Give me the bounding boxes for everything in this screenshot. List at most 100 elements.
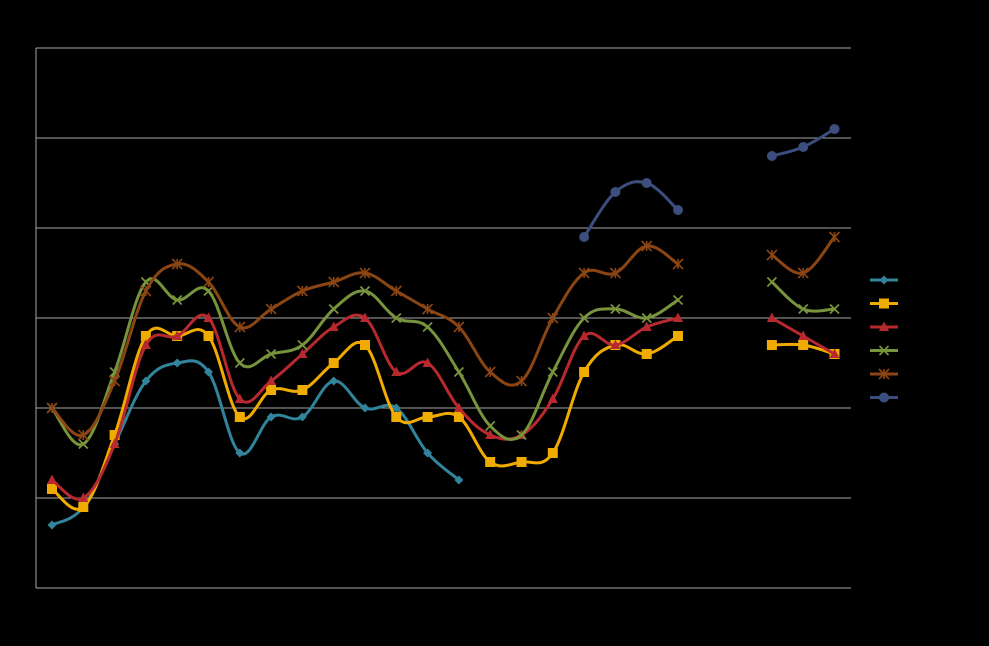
data-point-square [766, 340, 777, 350]
data-point-asterisk [641, 240, 653, 252]
data-point-square [453, 412, 464, 422]
data-point-triangle [266, 375, 277, 385]
data-point-x [766, 276, 778, 288]
data-point-square [328, 358, 339, 368]
data-point-asterisk [672, 258, 684, 270]
data-point-triangle [297, 348, 308, 358]
data-point-triangle [829, 348, 840, 358]
data-point-diamond [454, 475, 464, 485]
data-point-triangle [547, 393, 558, 403]
data-point-circle [641, 178, 652, 188]
data-point-x [798, 303, 809, 315]
legend-entry-1 [870, 275, 898, 285]
data-point-square [203, 331, 214, 341]
data-point-square [641, 349, 652, 359]
data-point-circle [673, 205, 683, 215]
data-point-x [516, 429, 527, 441]
legend [870, 275, 898, 403]
data-point-triangle [78, 492, 89, 502]
series-line [582, 180, 680, 239]
data-point-diamond [172, 358, 182, 368]
series-6 [579, 124, 840, 242]
data-point-asterisk [359, 267, 371, 279]
data-point-asterisk [828, 231, 841, 243]
data-point-circle [829, 124, 840, 134]
data-point-asterisk [797, 267, 809, 279]
data-point-asterisk [140, 285, 152, 297]
data-point-triangle [798, 330, 809, 340]
data-point-triangle [766, 312, 777, 322]
data-point-asterisk [453, 321, 465, 333]
data-point-x [485, 420, 496, 432]
data-point-circle [579, 232, 590, 242]
data-point-asterisk [77, 429, 89, 441]
data-point-triangle [203, 312, 214, 322]
series-2 [47, 326, 840, 512]
series-4 [46, 276, 840, 450]
data-point-triangle [328, 321, 339, 331]
data-point-square [297, 385, 308, 395]
data-point-asterisk [422, 303, 434, 315]
data-point-asterisk [578, 267, 590, 279]
data-point-triangle [140, 339, 151, 349]
data-point-diamond [47, 520, 57, 530]
data-point-diamond [329, 376, 339, 386]
data-point-asterisk [171, 258, 183, 270]
data-point-asterisk [390, 285, 402, 297]
data-point-triangle [47, 474, 57, 484]
data-point-triangle [234, 393, 245, 403]
data-point-diamond [391, 403, 401, 413]
data-point-square [485, 457, 496, 467]
data-point-square [109, 430, 120, 440]
data-point-diamond [141, 376, 151, 386]
data-point-x [265, 348, 277, 360]
data-point-asterisk [296, 285, 308, 297]
data-point-x [78, 438, 89, 450]
data-point-square [422, 412, 433, 422]
data-point-asterisk [265, 303, 277, 315]
axes [35, 48, 851, 589]
data-point-asterisk [109, 375, 121, 387]
series-lines [46, 124, 841, 530]
data-point-asterisk [878, 368, 890, 380]
data-point-x [453, 366, 465, 378]
legend-entry-3 [870, 321, 898, 331]
data-point-x [297, 339, 308, 351]
data-point-square [798, 340, 809, 350]
legend-entry-4 [870, 345, 898, 356]
data-point-x [610, 303, 621, 315]
data-point-x [391, 312, 402, 324]
data-point-x [422, 321, 433, 333]
data-point-x [547, 366, 558, 378]
data-point-triangle [673, 312, 683, 322]
data-point-x [878, 345, 890, 356]
series-5 [46, 231, 841, 441]
data-point-triangle [641, 321, 652, 331]
data-point-square [579, 367, 590, 377]
data-point-x [234, 357, 245, 369]
data-point-square [78, 502, 89, 512]
data-point-asterisk [328, 276, 340, 288]
data-point-x [328, 303, 339, 315]
data-point-circle [798, 142, 809, 152]
data-point-diamond [204, 367, 213, 377]
legend-entry-2 [870, 298, 898, 309]
data-point-square [673, 331, 683, 341]
data-point-diamond [423, 448, 433, 458]
data-point-square [360, 340, 370, 350]
data-point-asterisk [766, 249, 778, 261]
data-point-triangle [391, 366, 402, 376]
data-point-diamond [879, 275, 889, 285]
data-point-triangle [879, 321, 889, 331]
data-point-x [578, 312, 590, 324]
data-point-square [879, 298, 889, 309]
data-point-circle [766, 151, 777, 161]
data-point-square [47, 484, 57, 494]
data-point-circle [879, 392, 889, 403]
data-point-triangle [422, 357, 433, 367]
data-point-diamond [360, 403, 370, 413]
data-point-triangle [579, 330, 590, 340]
legend-entry-5 [870, 368, 898, 380]
data-point-square [266, 385, 277, 395]
